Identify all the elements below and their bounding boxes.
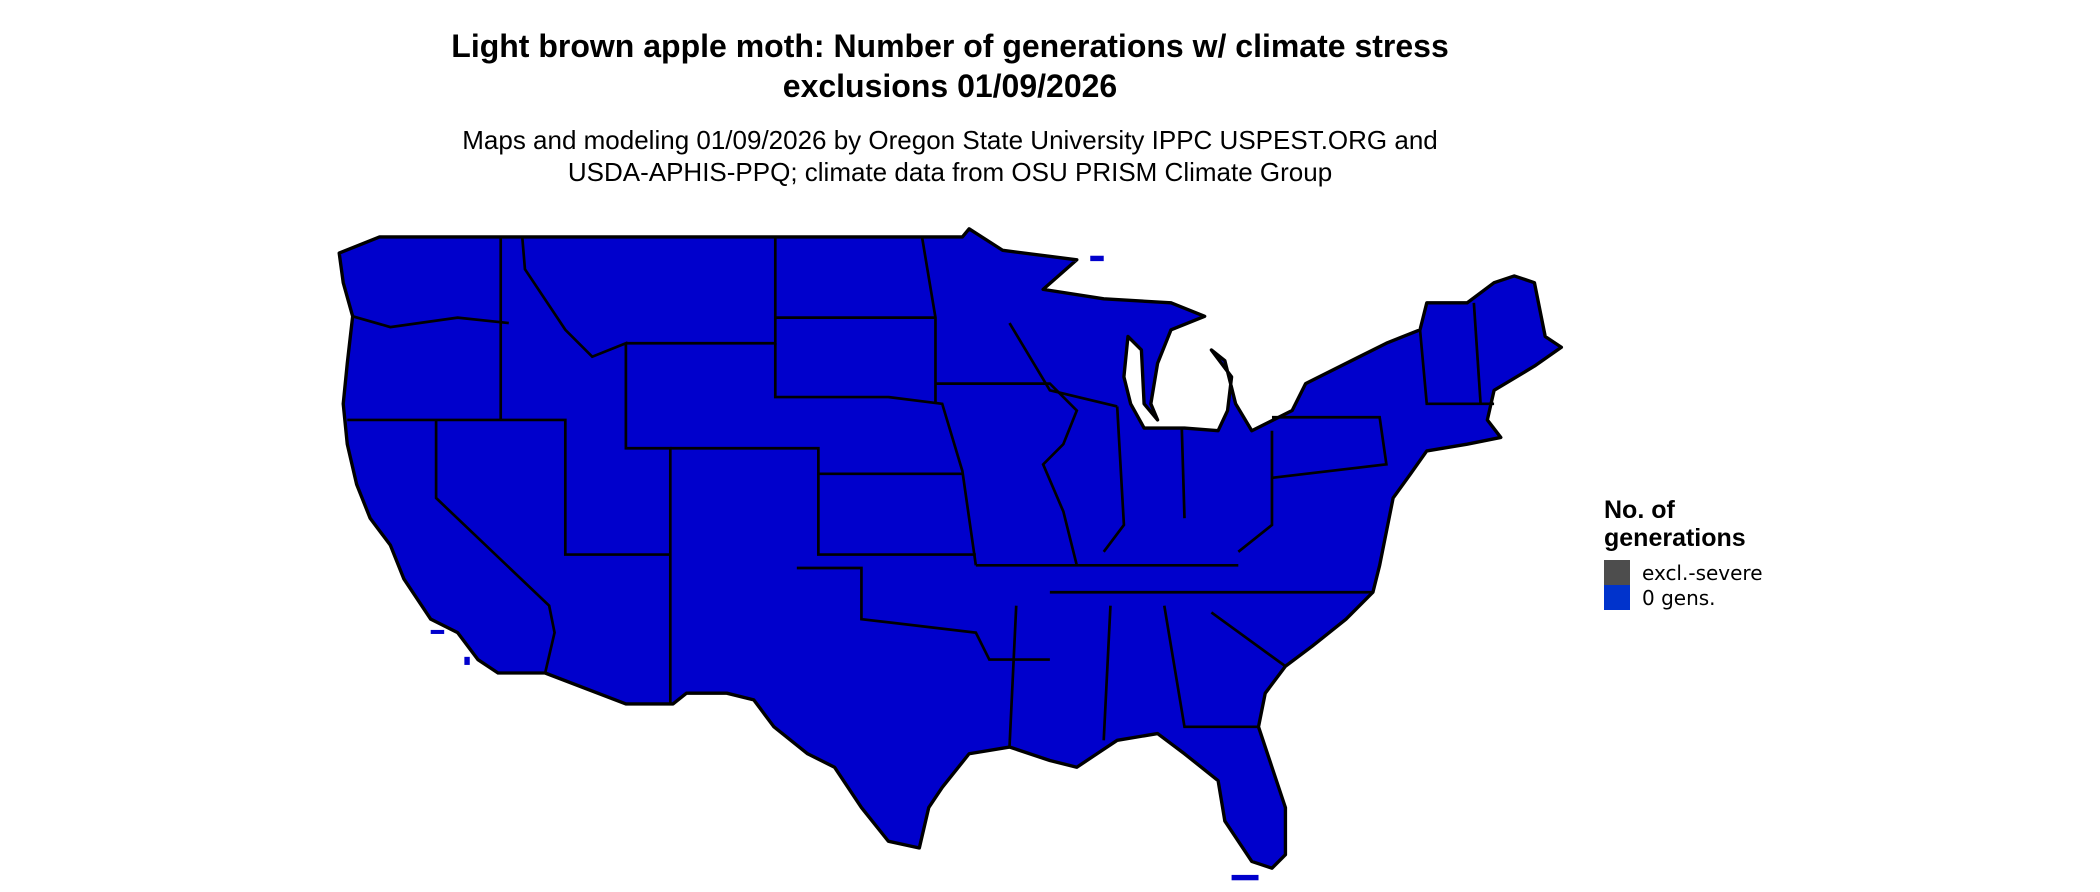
us-outline xyxy=(337,227,1564,870)
map-subtitle-line1: Maps and modeling 01/09/2026 by Oregon S… xyxy=(462,125,1438,155)
legend-label: excl.-severe xyxy=(1642,560,1763,585)
legend-title-line2: generations xyxy=(1604,524,1746,552)
map-title-line1: Light brown apple moth: Number of genera… xyxy=(451,28,1449,64)
map-subtitle-line2: USDA-APHIS-PPQ; climate data from OSU PR… xyxy=(567,157,1333,187)
coastal-islands xyxy=(430,255,1259,881)
legend-item-0-gens: 0 gens. xyxy=(1604,585,1763,610)
state-borders xyxy=(347,236,1495,748)
legend: No. of generations excl.-severe 0 gens. xyxy=(1604,496,1763,610)
legend-swatch xyxy=(1604,560,1630,585)
legend-title-line1: No. of xyxy=(1604,496,1675,524)
legend-item-excl-severe: excl.-severe xyxy=(1604,560,1763,585)
legend-swatch xyxy=(1604,585,1630,610)
map-title-line2: exclusions 01/09/2026 xyxy=(782,68,1118,104)
legend-label: 0 gens. xyxy=(1642,585,1716,610)
